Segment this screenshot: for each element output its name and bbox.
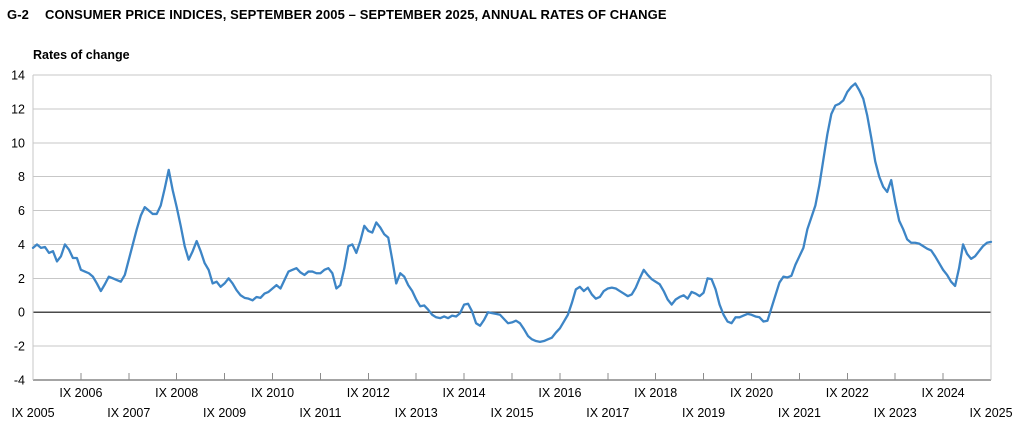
x-tick-label: IX 2021: [778, 406, 821, 420]
x-tick-label: IX 2014: [443, 386, 486, 400]
y-tick-label: 14: [11, 69, 25, 83]
x-tick-label: IX 2016: [538, 386, 581, 400]
y-tick-label: 2: [18, 272, 25, 286]
x-tick-label: IX 2005: [11, 406, 54, 420]
y-tick-label: -4: [14, 374, 25, 388]
y-axis-title: Rates of change: [33, 48, 130, 62]
y-tick-label: 8: [18, 170, 25, 184]
x-tick-label: IX 2007: [107, 406, 150, 420]
x-tick-label: IX 2010: [251, 386, 294, 400]
x-tick-label: IX 2019: [682, 406, 725, 420]
x-tick-label: IX 2018: [634, 386, 677, 400]
chart-title: G-2 CONSUMER PRICE INDICES, SEPTEMBER 200…: [7, 7, 667, 22]
y-tick-label: 4: [18, 238, 25, 252]
y-tick-label: 0: [18, 306, 25, 320]
x-tick-label: IX 2015: [490, 406, 533, 420]
x-tick-label: IX 2012: [347, 386, 390, 400]
x-tick-label: IX 2020: [730, 386, 773, 400]
y-tick-label: 6: [18, 204, 25, 218]
x-tick-label: IX 2017: [586, 406, 629, 420]
x-tick-label: IX 2022: [826, 386, 869, 400]
x-tick-label: IX 2024: [922, 386, 965, 400]
x-tick-label: IX 2023: [874, 406, 917, 420]
y-tick-label: -2: [14, 340, 25, 354]
chart-code: G-2: [7, 7, 29, 22]
x-tick-label: IX 2008: [155, 386, 198, 400]
x-tick-label: IX 2011: [299, 406, 341, 420]
x-tick-label: IX 2025: [969, 406, 1012, 420]
x-tick-label: IX 2013: [395, 406, 438, 420]
x-tick-label: IX 2006: [59, 386, 102, 400]
y-tick-label: 12: [11, 102, 25, 116]
cpi-series-line: [31, 82, 993, 344]
x-tick-label: IX 2009: [203, 406, 246, 420]
chart-title-text: CONSUMER PRICE INDICES, SEPTEMBER 2005 –…: [44, 7, 667, 22]
y-tick-label: 10: [11, 136, 25, 150]
